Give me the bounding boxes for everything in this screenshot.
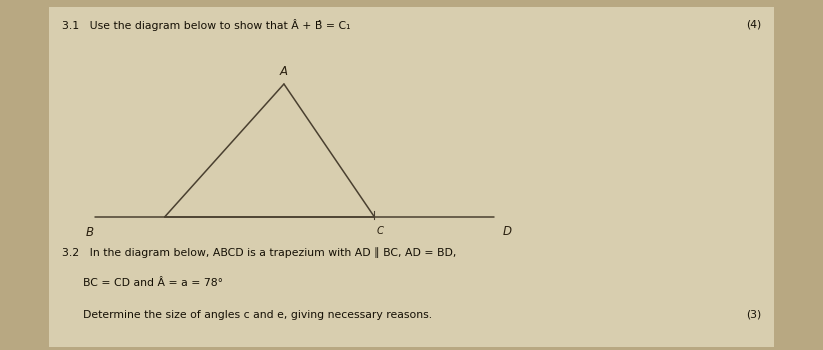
Text: D: D	[503, 225, 512, 238]
Text: 3.1   Use the diagram below to show that Â + B̂ = C₁: 3.1 Use the diagram below to show that Â…	[62, 19, 350, 31]
Text: (3): (3)	[746, 310, 761, 320]
FancyBboxPatch shape	[49, 7, 774, 346]
Text: (4): (4)	[746, 19, 761, 29]
Text: B: B	[86, 226, 93, 239]
Text: 3.2   In the diagram below, ABCD is a trapezium with AD ∥ BC, AD = BD,: 3.2 In the diagram below, ABCD is a trap…	[62, 247, 456, 258]
Text: C: C	[376, 226, 384, 236]
Text: BC = CD and Â = a = 78°: BC = CD and Â = a = 78°	[62, 278, 223, 288]
Text: Determine the size of angles c and e, giving necessary reasons.: Determine the size of angles c and e, gi…	[62, 310, 432, 320]
Text: A: A	[280, 65, 288, 78]
